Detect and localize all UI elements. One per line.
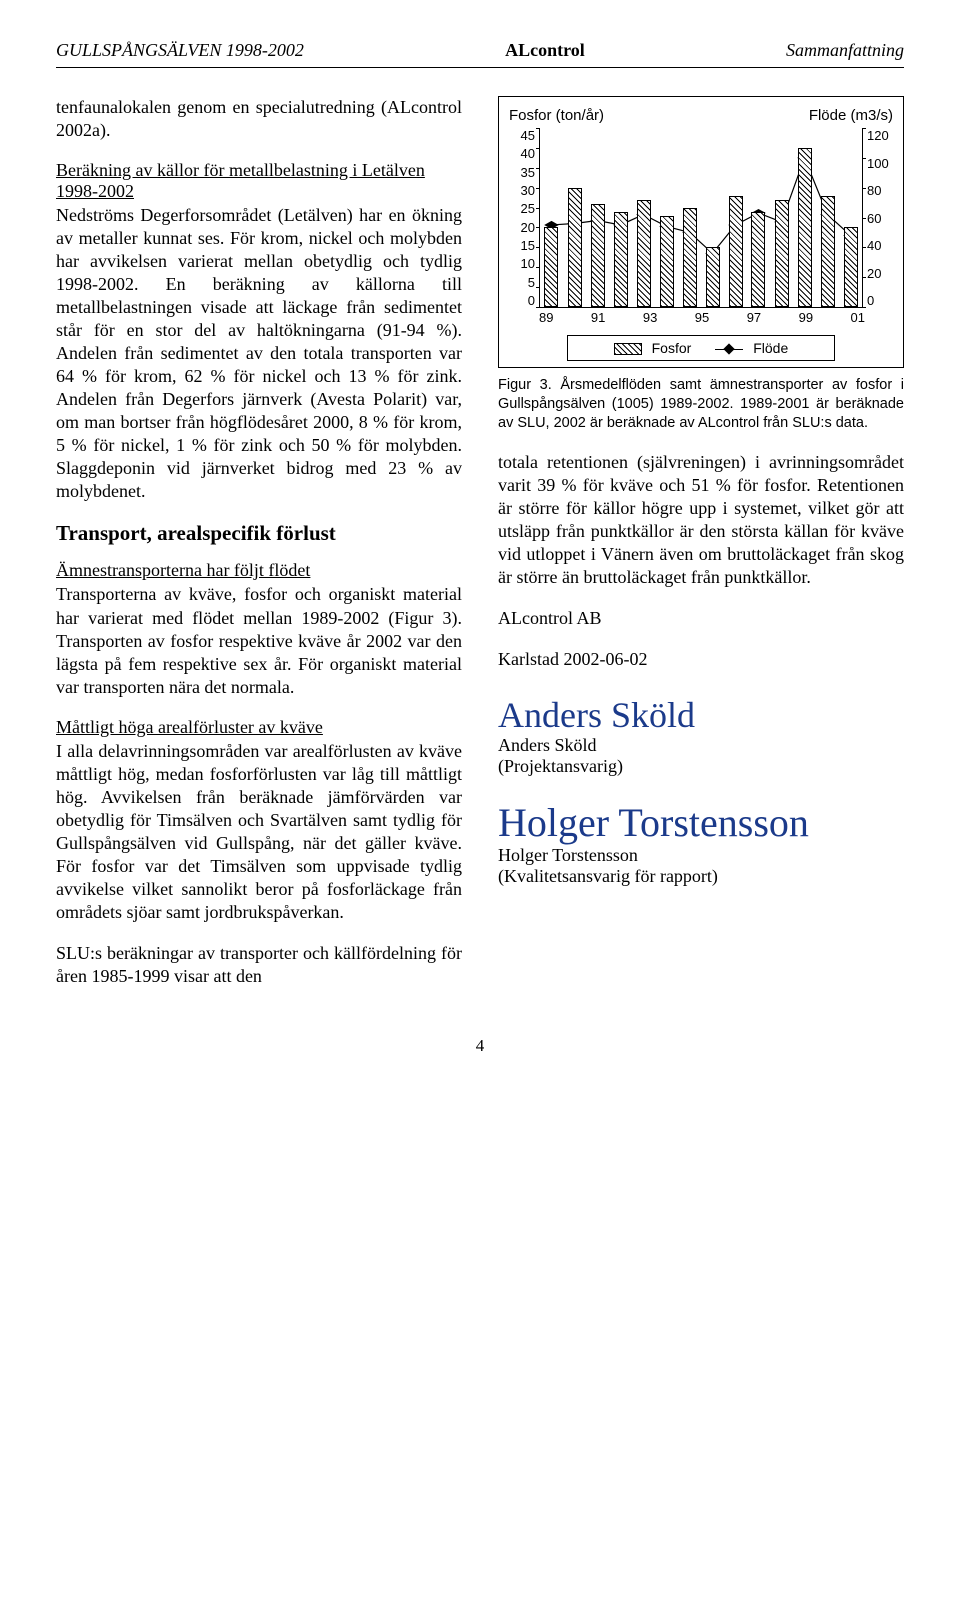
chart-bar: [544, 227, 558, 307]
legend-line-label: Flöde: [753, 340, 788, 356]
signatory-name: Anders Sköld: [498, 735, 904, 756]
paragraph: Nedströms Degerforsområdet (Letälven) ha…: [56, 204, 462, 503]
place-date: Karlstad 2002-06-02: [498, 648, 904, 671]
chart-body: 45 40 35 30 25 20 15 10 5 0 120 100 80 60 40 20 0: [509, 128, 893, 308]
signature-block-2: Holger Torstensson Holger Torstensson (K…: [498, 803, 904, 887]
y-left-tick: 35: [513, 165, 535, 180]
legend-bar-label: Fosfor: [652, 340, 692, 356]
x-tick: 01: [851, 310, 865, 325]
y-left-tick: 5: [513, 275, 535, 290]
y-right-tick: 120: [867, 128, 889, 143]
y-axis-right: 120 100 80 60 40 20 0: [863, 128, 893, 308]
chart-y-right-title: Flöde (m3/s): [809, 107, 893, 124]
right-column: Fosfor (ton/år) Flöde (m3/s) 45 40 35 30 25 2…: [498, 96, 904, 1006]
chart-titles: Fosfor (ton/år) Flöde (m3/s): [509, 107, 893, 124]
y-axis-left: 45 40 35 30 25 20 15 10 5 0: [509, 128, 539, 308]
y-right-tick: 60: [867, 211, 889, 226]
chart-bar: [821, 196, 835, 307]
x-axis: 89 91 93 95 97 99 01: [509, 308, 893, 325]
subheading: Beräkning av källor för metallbelastning…: [56, 160, 462, 202]
chart-bar: [751, 212, 765, 307]
y-left-tick: 30: [513, 183, 535, 198]
chart-bar: [568, 188, 582, 307]
y-left-tick: 15: [513, 238, 535, 253]
figure-caption: Figur 3. Årsmedelflöden samt ämnestransp…: [498, 376, 904, 433]
y-right-tick: 20: [867, 266, 889, 281]
chart-container: Fosfor (ton/år) Flöde (m3/s) 45 40 35 30 25 2…: [498, 96, 904, 368]
header-right: Sammanfattning: [786, 40, 904, 61]
header-center: ALcontrol: [505, 40, 585, 61]
y-left-tick: 25: [513, 201, 535, 216]
subheading: Ämnestransporterna har följt flödet: [56, 560, 462, 581]
subheading: Måttligt höga arealförluster av kväve: [56, 717, 462, 738]
page-number: 4: [56, 1036, 904, 1056]
section-heading: Transport, arealspecifik förlust: [56, 521, 462, 546]
paragraph: totala retentionen (självreningen) i avr…: [498, 451, 904, 589]
y-right-tick: 100: [867, 156, 889, 171]
hatch-swatch-icon: [614, 343, 642, 355]
paragraph: tenfaunalokalen genom en specialutrednin…: [56, 96, 462, 142]
x-tick: 93: [643, 310, 657, 325]
x-tick: 97: [747, 310, 761, 325]
signatory-role: (Projektansvarig): [498, 756, 904, 777]
x-tick: 95: [695, 310, 709, 325]
legend-item-bar: Fosfor: [614, 340, 692, 356]
y-left-tick: 0: [513, 293, 535, 308]
signatory-role: (Kvalitetsansvarig för rapport): [498, 866, 904, 887]
chart-bar: [844, 227, 858, 307]
company-name: ALcontrol AB: [498, 607, 904, 630]
chart-bar: [706, 247, 720, 307]
two-column-layout: tenfaunalokalen genom en specialutrednin…: [56, 96, 904, 1006]
y-left-tick: 40: [513, 146, 535, 161]
chart-bar: [660, 216, 674, 307]
chart-bar: [614, 212, 628, 307]
x-tick: 91: [591, 310, 605, 325]
y-left-tick: 45: [513, 128, 535, 143]
y-right-tick: 0: [867, 293, 889, 308]
page-header: GULLSPÅNGSÄLVEN 1998-2002 ALcontrol Samm…: [56, 40, 904, 61]
chart-bar: [591, 204, 605, 307]
legend-item-line: Flöde: [715, 340, 788, 356]
page: GULLSPÅNGSÄLVEN 1998-2002 ALcontrol Samm…: [0, 0, 960, 1116]
signature-script: Anders Sköld: [498, 697, 904, 733]
chart-bar: [637, 200, 651, 307]
chart-bar: [729, 196, 743, 307]
x-tick: 89: [539, 310, 553, 325]
chart-bar: [798, 148, 812, 307]
signature-script: Holger Torstensson: [498, 803, 904, 843]
x-tick: 99: [799, 310, 813, 325]
signature-block-1: Anders Sköld Anders Sköld (Projektansvar…: [498, 697, 904, 777]
signatory-name: Holger Torstensson: [498, 845, 904, 866]
y-right-tick: 80: [867, 183, 889, 198]
y-right-tick: 40: [867, 238, 889, 253]
y-left-tick: 10: [513, 256, 535, 271]
chart-line-series: [540, 128, 862, 307]
chart-legend: Fosfor Flöde: [567, 335, 836, 361]
paragraph: Transporterna av kväve, fosfor och organ…: [56, 583, 462, 698]
chart-plot-area: [539, 128, 863, 308]
header-left: GULLSPÅNGSÄLVEN 1998-2002: [56, 40, 304, 61]
y-left-tick: 20: [513, 220, 535, 235]
left-column: tenfaunalokalen genom en specialutrednin…: [56, 96, 462, 1006]
chart-bar: [683, 208, 697, 307]
chart-y-left-title: Fosfor (ton/år): [509, 107, 604, 124]
chart-bar: [775, 200, 789, 307]
paragraph: I alla delavrinningsområden var arealför…: [56, 740, 462, 924]
header-rule: [56, 67, 904, 68]
paragraph: SLU:s beräkningar av transporter och käl…: [56, 942, 462, 988]
